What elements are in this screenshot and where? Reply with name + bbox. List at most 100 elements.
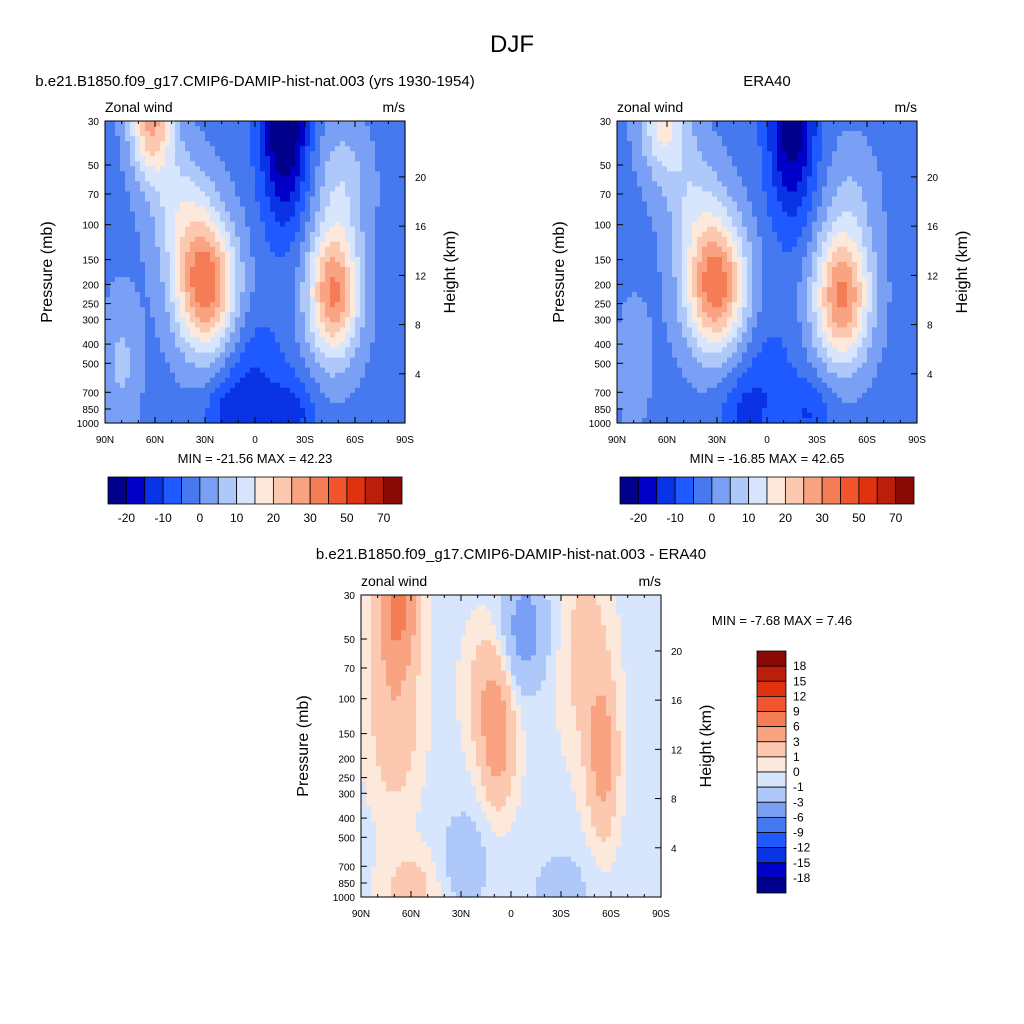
field-cell	[170, 417, 176, 424]
field-cell	[320, 277, 326, 283]
field-cell	[120, 367, 126, 374]
field-cell	[145, 131, 151, 137]
field-cell	[832, 121, 838, 127]
field-cell	[125, 347, 131, 354]
field-cell	[310, 417, 316, 424]
field-cell	[887, 206, 893, 213]
field-cell	[857, 151, 863, 157]
colorbar-swatch	[254, 476, 274, 505]
field-cell	[280, 126, 286, 132]
field-cell	[752, 176, 758, 182]
field-cell	[250, 166, 256, 172]
field-cell	[250, 121, 256, 127]
field-cell	[395, 337, 401, 344]
field-cell	[105, 136, 111, 142]
field-cell	[250, 367, 256, 374]
field-cell	[652, 146, 658, 152]
field-cell	[175, 337, 181, 344]
field-cell	[822, 201, 828, 208]
field-cell	[320, 387, 326, 394]
field-cell	[385, 131, 391, 137]
field-cell	[290, 367, 296, 374]
field-cell	[330, 186, 336, 193]
field-cell	[320, 317, 326, 323]
field-cell	[375, 191, 381, 198]
field-cell	[697, 161, 703, 167]
field-cell	[315, 342, 321, 349]
field-cell	[330, 261, 336, 268]
field-cell	[210, 201, 216, 208]
field-cell	[125, 261, 131, 268]
field-cell	[130, 322, 136, 328]
field-cell	[105, 181, 111, 188]
field-cell	[380, 206, 386, 213]
field-cell	[762, 211, 768, 218]
field-cell	[160, 297, 166, 303]
field-cell	[245, 342, 251, 349]
field-cell	[285, 201, 291, 208]
field-cell	[872, 191, 878, 198]
field-cell	[270, 272, 276, 278]
field-cell	[185, 191, 191, 198]
field-cell	[897, 156, 903, 162]
field-cell	[315, 372, 321, 379]
field-cell	[305, 156, 311, 162]
field-cell	[115, 332, 121, 339]
field-cell	[767, 206, 773, 213]
field-cell	[642, 121, 648, 127]
field-cell	[220, 287, 226, 293]
field-cell	[817, 121, 823, 127]
field-cell	[747, 166, 753, 172]
field-cell	[315, 186, 321, 193]
field-cell	[235, 417, 241, 424]
field-cell	[837, 161, 843, 167]
field-cell	[300, 357, 306, 364]
field-cell	[115, 387, 121, 394]
field-cell	[105, 226, 111, 233]
field-cell	[155, 357, 161, 364]
field-cell	[652, 156, 658, 162]
field-cell	[677, 211, 683, 218]
field-cell	[195, 402, 201, 409]
field-cell	[360, 211, 366, 218]
field-cell	[842, 156, 848, 162]
field-cell	[647, 126, 653, 132]
field-cell	[215, 216, 221, 223]
field-cell	[897, 126, 903, 132]
field-cell	[857, 186, 863, 193]
field-cell	[897, 216, 903, 223]
field-cell	[190, 161, 196, 167]
field-cell	[230, 186, 236, 193]
field-cell	[622, 136, 628, 142]
field-cell	[637, 221, 643, 228]
field-cell	[395, 191, 401, 198]
field-cell	[320, 171, 326, 177]
field-cell	[150, 362, 156, 369]
field-cell	[742, 151, 748, 157]
field-cell	[190, 256, 196, 263]
field-cell	[315, 121, 321, 127]
field-cell	[315, 417, 321, 424]
field-cell	[170, 156, 176, 162]
field-cell	[110, 382, 116, 389]
field-cell	[897, 166, 903, 172]
field-cell	[350, 362, 356, 369]
field-cell	[395, 131, 401, 137]
field-cell	[310, 186, 316, 193]
field-cell	[375, 392, 381, 399]
field-cell	[105, 342, 111, 349]
field-cell	[807, 176, 813, 182]
field-cell	[817, 201, 823, 208]
field-cell	[380, 211, 386, 218]
field-cell	[912, 156, 918, 162]
field-cell	[622, 206, 628, 213]
field-cell	[105, 362, 111, 369]
field-cell	[155, 126, 161, 132]
field-cell	[365, 342, 371, 349]
field-cell	[632, 181, 638, 188]
field-cell	[355, 367, 361, 374]
field-cell	[115, 372, 121, 379]
field-cell	[165, 241, 171, 248]
field-cell	[250, 277, 256, 283]
field-cell	[767, 186, 773, 193]
